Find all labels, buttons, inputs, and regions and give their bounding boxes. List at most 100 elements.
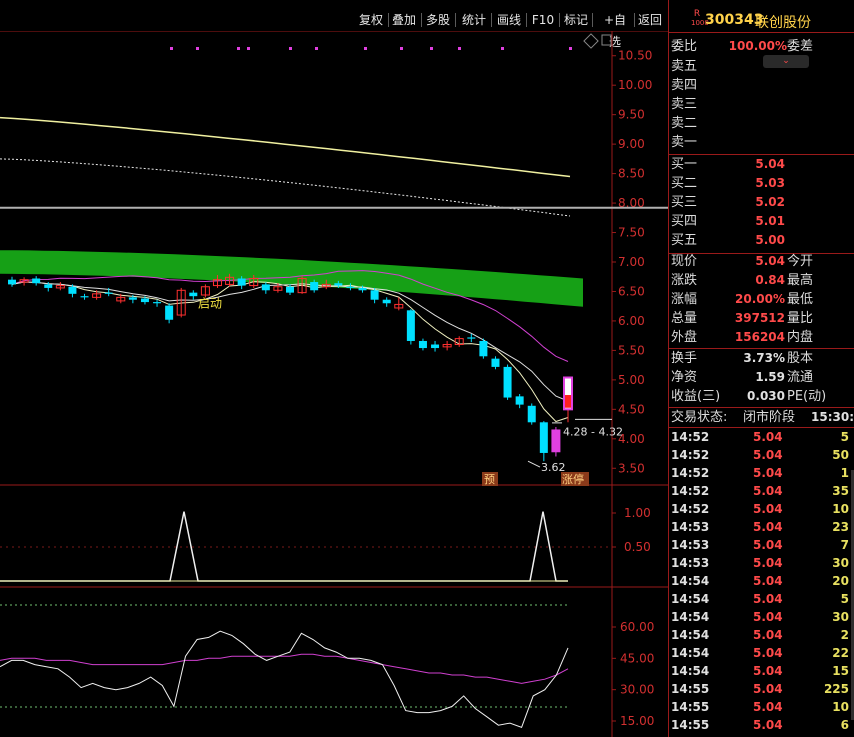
collapse-button[interactable]: ⌄ — [763, 55, 809, 68]
candle-body — [8, 279, 16, 285]
stat-row: 涨跌 0.84 最高 — [669, 271, 854, 290]
toolbar-button-3[interactable]: 统计 — [461, 13, 486, 27]
stat2-row: 收益(三) 0.030 PE(动) — [669, 387, 854, 406]
tick-row: 14:53 5.04 23 — [669, 518, 854, 536]
price-tick-label: 8.00 — [618, 196, 645, 210]
candle-body — [503, 366, 512, 398]
toolbar-button-0[interactable]: 复权 — [358, 13, 383, 27]
price-tick-label: 8.50 — [618, 167, 645, 181]
tick-volume: 22 — [832, 646, 849, 660]
market-badge: R 1000 — [691, 9, 709, 31]
trade-state-time: 15:30:0 — [811, 410, 854, 424]
tick-volume: 30 — [832, 610, 849, 624]
signal-dot — [458, 47, 461, 50]
tick-row: 14:52 5.04 35 — [669, 482, 854, 500]
tick-row: 14:52 5.04 10 — [669, 500, 854, 518]
sub1-tick-label: 1.00 — [624, 506, 651, 520]
toolbar-button-1[interactable]: 叠加 — [391, 13, 416, 27]
toolbar-button-4[interactable]: 画线 — [496, 13, 521, 27]
tick-list[interactable]: 14:52 5.04 5 14:52 5.04 50 14:52 5.04 1 14:52 5.04… — [669, 428, 854, 737]
tick-price: 5.04 — [753, 520, 783, 534]
candle-body — [382, 299, 391, 304]
buy-level-price: 5.03 — [755, 176, 785, 190]
tick-time: 14:54 — [671, 628, 710, 642]
candle-body — [116, 296, 126, 302]
tick-time: 14:52 — [671, 466, 710, 480]
tick-time: 14:54 — [671, 664, 710, 678]
stat2-row: 换手 3.73% 股本 — [669, 349, 854, 368]
signal-dot — [237, 47, 240, 50]
diamond-icon — [583, 33, 599, 49]
tick-price: 5.04 — [753, 556, 783, 570]
stat-label: 涨跌 — [671, 273, 698, 288]
tick-price: 5.04 — [753, 718, 783, 732]
sub2-tick-label: 15.00 — [620, 714, 654, 728]
trade-state-label: 交易状态: — [671, 410, 728, 425]
price-tick-label: 7.00 — [618, 255, 645, 269]
stat2-label-2: 股本 — [787, 351, 814, 366]
tick-row: 14:54 5.04 22 — [669, 644, 854, 662]
stat2-label-2: PE(动) — [787, 389, 827, 404]
toolbar-button-6[interactable]: 标记 — [563, 13, 588, 27]
price-tick-label: 9.50 — [618, 108, 645, 122]
buy-level-label: 买一 — [671, 157, 698, 172]
candle-body — [310, 282, 319, 291]
tick-volume: 10 — [832, 502, 849, 516]
buy-level-row: 买四 5.01 — [669, 212, 854, 231]
candle-body — [68, 286, 77, 294]
stat2-label: 净资 — [671, 370, 698, 385]
signal-dot — [501, 47, 504, 50]
stat2-label: 收益(三) — [671, 389, 721, 404]
stat2-value: 0.030 — [747, 389, 785, 403]
sub1-tick-label: 0.50 — [624, 540, 651, 554]
stat-value: 0.84 — [755, 273, 785, 287]
quote-panel: R 1000 300343 联创股份 委比 100.00% 委差 ⌄ 卖五 卖四卖… — [668, 0, 854, 737]
kline-chart-svg[interactable]: 10.50 10.00 9.50 9.00 8.50 8.00 7.50 7.00 6.50 6.… — [0, 31, 668, 737]
tick-row: 14:55 5.04 6 — [669, 716, 854, 734]
tick-time: 14:55 — [671, 718, 710, 732]
tick-price: 5.04 — [753, 682, 783, 696]
tick-row: 14:54 5.04 20 — [669, 572, 854, 590]
buy-level-row: 买二 5.03 — [669, 174, 854, 193]
buy-level-price: 5.02 — [755, 195, 785, 209]
buy-level-label: 买四 — [671, 214, 698, 229]
tick-volume: 7 — [840, 538, 849, 552]
tick-price: 5.04 — [753, 592, 783, 606]
candle-body — [249, 278, 259, 287]
buy-level-label: 买五 — [671, 233, 698, 248]
candle-body — [431, 344, 440, 349]
tick-time: 14:52 — [671, 502, 710, 516]
toolbar-button-8[interactable]: 返回 — [637, 13, 662, 27]
toolbar-button-7[interactable]: +自选 — [603, 13, 627, 49]
kline-chart[interactable]: 10.50 10.00 9.50 9.00 8.50 8.00 7.50 7.00 6.50 6.… — [0, 31, 668, 737]
toolbar-button-2[interactable]: 多股 — [425, 13, 450, 27]
signal-dot — [315, 47, 318, 50]
trade-state-value: 闭市阶段 — [743, 410, 796, 425]
tick-price: 5.04 — [753, 574, 783, 588]
tick-time: 14:53 — [671, 556, 710, 570]
stat-value: 397512 — [734, 311, 785, 325]
tick-time: 14:52 — [671, 484, 710, 498]
chart-toolbar: 复权 叠加 多股 统计 画线 F10 标记 +自选 返回 — [0, 9, 668, 49]
low-pointer — [527, 460, 541, 468]
tick-price: 5.04 — [753, 628, 783, 642]
tick-volume: 5 — [840, 430, 849, 444]
signal-dot — [569, 47, 572, 50]
toolbar-button-5[interactable]: F10 — [531, 13, 555, 27]
signal-dot — [196, 47, 199, 50]
candle-body — [273, 286, 283, 291]
sell-level-label: 卖二 — [671, 116, 698, 131]
tick-row: 14:53 5.04 30 — [669, 554, 854, 572]
candle-body — [454, 338, 464, 346]
candle-body — [551, 429, 561, 453]
tick-volume: 20 — [832, 574, 849, 588]
candle-body — [92, 293, 102, 298]
stat-label: 总量 — [671, 311, 698, 326]
stock-name: 联创股份 — [755, 15, 811, 31]
sub2-ma-line — [0, 653, 569, 684]
tick-price: 5.04 — [753, 664, 783, 678]
sell-level-label: 卖三 — [671, 97, 698, 112]
weibi-value: 100.00% — [728, 39, 787, 53]
tick-scrollbar[interactable] — [851, 470, 854, 720]
candle-body — [261, 284, 270, 291]
